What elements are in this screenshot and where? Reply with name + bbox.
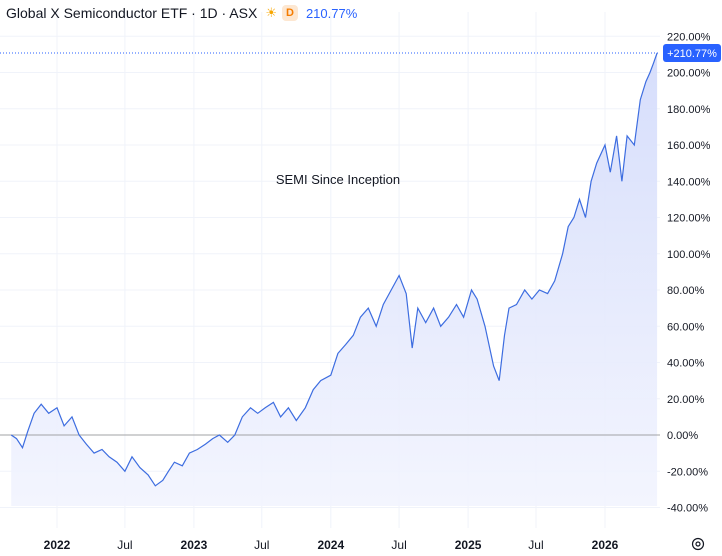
x-tick-label: Jul <box>391 538 406 552</box>
y-tick-label: 20.00% <box>667 394 705 406</box>
last-value-label: +210.77% <box>667 48 717 60</box>
x-tick-label: Jul <box>528 538 543 552</box>
y-tick-label: 40.00% <box>667 358 705 370</box>
y-tick-label: 140.00% <box>667 176 711 188</box>
series-area <box>11 53 658 506</box>
y-axis: 220.00% 200.00% 180.00% 160.00% 140.00% 120.0… <box>667 31 711 514</box>
y-tick-label: 0.00% <box>667 430 698 442</box>
y-tick-label: -40.00% <box>667 503 708 515</box>
x-axis: 2022 Jul 2023 Jul 2024 Jul 2025 Jul 2026 <box>44 538 619 552</box>
y-tick-label: 80.00% <box>667 285 705 297</box>
x-tick-label: 2022 <box>44 538 71 552</box>
x-tick-label: Jul <box>117 538 132 552</box>
last-value-badge: +210.77% <box>663 43 721 62</box>
y-tick-label: 180.00% <box>667 104 711 116</box>
chart-annotation: SEMI Since Inception <box>276 172 400 187</box>
x-tick-label: 2023 <box>181 538 208 552</box>
settings-gear-icon[interactable] <box>690 536 706 552</box>
x-tick-label: 2025 <box>455 538 482 552</box>
y-tick-label: 120.00% <box>667 213 711 225</box>
delay-badge[interactable]: D <box>281 5 298 21</box>
y-tick-label: 60.00% <box>667 321 705 333</box>
y-tick-label: 220.00% <box>667 31 711 43</box>
chart-header: Global X Semiconductor ETF · 1D · ASX ☀ … <box>6 3 357 23</box>
symbol-title[interactable]: Global X Semiconductor ETF · 1D · ASX <box>6 5 258 21</box>
y-tick-label: 160.00% <box>667 140 711 152</box>
change-percent: 210.77% <box>305 5 358 21</box>
y-tick-label: 200.00% <box>667 68 711 80</box>
x-tick-label: Jul <box>254 538 269 552</box>
y-tick-label: -20.00% <box>667 466 708 478</box>
x-tick-label: 2026 <box>592 538 619 552</box>
sun-icon[interactable]: ☀ <box>265 5 277 20</box>
x-tick-label: 2024 <box>317 538 344 552</box>
y-tick-label: 100.00% <box>667 249 711 261</box>
series-line <box>10 52 658 487</box>
